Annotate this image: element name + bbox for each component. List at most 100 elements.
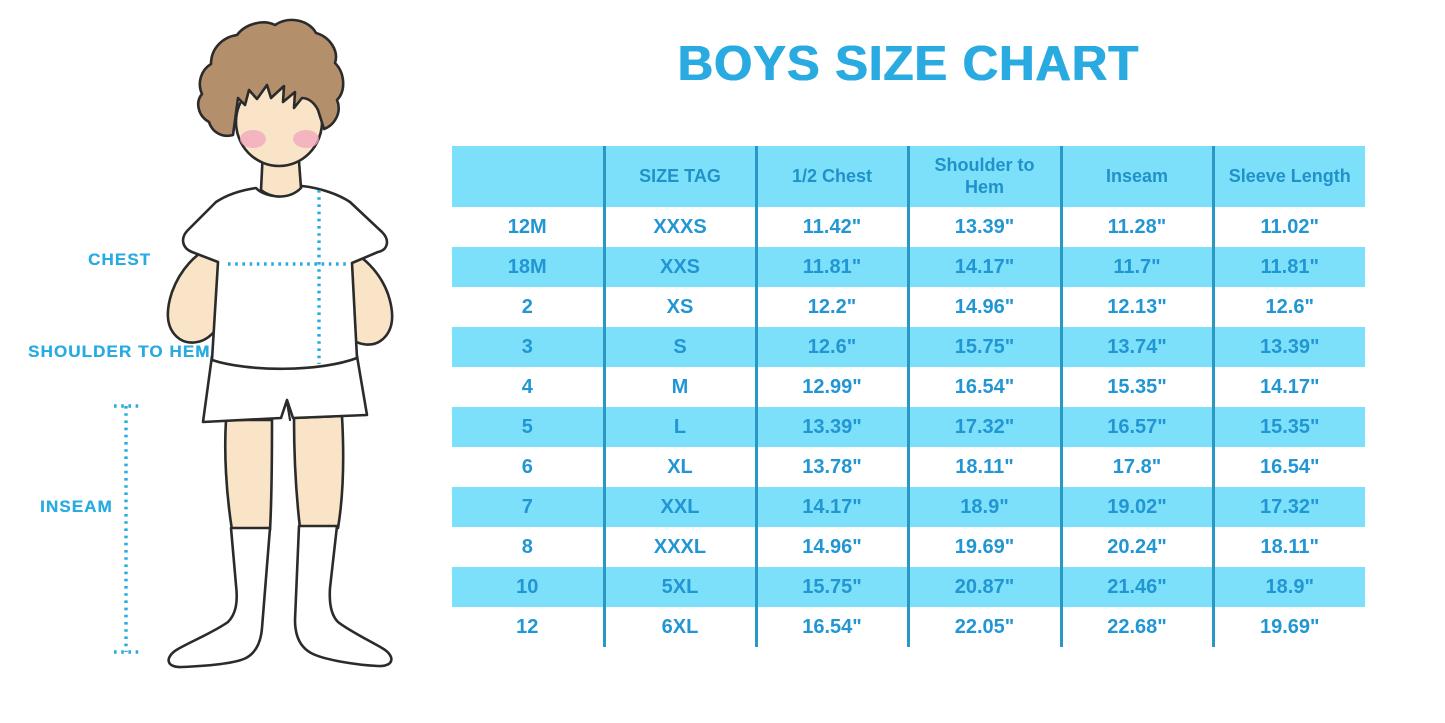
table-cell: 12.2" bbox=[754, 287, 908, 327]
table-cell: 16.57" bbox=[1059, 407, 1213, 447]
table-cell: XXXS bbox=[602, 207, 756, 247]
table-cell: 15.35" bbox=[1059, 367, 1213, 407]
table-cell: 14.17" bbox=[754, 487, 908, 527]
table-cell: XXL bbox=[602, 487, 756, 527]
label-shoulder-to-hem: SHOULDER TO HEM bbox=[28, 342, 211, 361]
table-cell: 18.9" bbox=[1211, 567, 1365, 607]
table-cell: 18M bbox=[452, 247, 604, 287]
table-cell: 16.54" bbox=[754, 607, 908, 647]
table-cell: 5XL bbox=[602, 567, 756, 607]
boy-left-leg bbox=[223, 418, 274, 532]
boy-right-leg bbox=[292, 414, 345, 530]
measurement-figure: CHEST SHOULDER TO HEM INSEAM bbox=[0, 0, 452, 723]
table-cell: 19.69" bbox=[1211, 607, 1365, 647]
table-cell: 22.05" bbox=[906, 607, 1061, 647]
boy-shorts-seam bbox=[285, 400, 292, 422]
table-cell: 11.02" bbox=[1211, 207, 1365, 247]
label-chest: CHEST bbox=[88, 250, 152, 269]
table-cell: 13.39" bbox=[754, 407, 908, 447]
table-cell: 14.96" bbox=[906, 287, 1061, 327]
table-cell: 12.99" bbox=[754, 367, 908, 407]
table-row: 3 S 12.6" 15.75" 13.74" 13.39" bbox=[452, 327, 1365, 367]
table-cell: 12.6" bbox=[754, 327, 908, 367]
table-cell: 7 bbox=[452, 487, 604, 527]
header-row: SIZE TAG 1/2 Chest Shoulder to Hem Inseam Sl… bbox=[452, 146, 1365, 207]
table-cell: 16.54" bbox=[1211, 447, 1365, 487]
table-cell: 13.74" bbox=[1059, 327, 1213, 367]
table-cell: 12.13" bbox=[1059, 287, 1213, 327]
boy-right-sock bbox=[293, 524, 393, 668]
table-cell: 18.11" bbox=[1211, 527, 1365, 567]
label-inseam: INSEAM bbox=[40, 497, 113, 516]
table-cell: 11.42" bbox=[754, 207, 908, 247]
table-cell: 15.75" bbox=[906, 327, 1061, 367]
table-cell: XL bbox=[602, 447, 756, 487]
table-cell: 15.35" bbox=[1211, 407, 1365, 447]
table-cell: 15.75" bbox=[754, 567, 908, 607]
table-cell: 17.32" bbox=[1211, 487, 1365, 527]
column-header-0 bbox=[452, 146, 604, 207]
table-cell: 12 bbox=[516, 615, 539, 638]
table-cell: XS bbox=[602, 287, 756, 327]
table-cell: 13.39" bbox=[906, 207, 1061, 247]
page-title: BOYS SIZE CHART bbox=[677, 37, 1140, 91]
table-cell: 14.17" bbox=[1211, 367, 1365, 407]
table-row: 18M XXS 11.81" 14.17" 11.7" 11.81" bbox=[452, 247, 1365, 287]
table-cell: 19.69" bbox=[906, 527, 1061, 567]
table-cell: 11.81" bbox=[754, 247, 908, 287]
table-cell: L bbox=[602, 407, 756, 447]
table-cell: XXS bbox=[602, 247, 756, 287]
table-cell: 8 bbox=[521, 535, 533, 558]
size-table: SIZE TAG 1/2 Chest Shoulder to Hem Inseam Sl… bbox=[452, 146, 1365, 647]
column-header-5: Sleeve Length bbox=[1211, 146, 1365, 207]
column-header-2: 1/2 Chest bbox=[754, 146, 908, 207]
table-cell: 20.87" bbox=[906, 567, 1061, 607]
table-cell: M bbox=[602, 367, 756, 407]
boy-illustration bbox=[114, 18, 394, 669]
table-cell: XXXL bbox=[602, 527, 756, 567]
table-cell: 12M bbox=[507, 215, 547, 238]
table-cell: 19.02" bbox=[1059, 487, 1213, 527]
table-row: 6 XL 13.78" 18.11" 17.8" 16.54" bbox=[452, 447, 1365, 487]
boy-blush-left bbox=[240, 130, 266, 148]
table-row: 10 5XL 15.75" 20.87" 21.46" 18.9" bbox=[452, 567, 1365, 607]
boy-shirt bbox=[181, 184, 389, 371]
boy-blush-right bbox=[293, 130, 319, 148]
table-row: 2 XS 12.2" 14.96" 12.13" 12.6" bbox=[452, 287, 1365, 327]
column-header-4: Inseam bbox=[1059, 146, 1213, 207]
table-cell: 18.11" bbox=[906, 447, 1061, 487]
table-cell: 13.39" bbox=[1211, 327, 1365, 367]
table-cell: 14.17" bbox=[906, 247, 1061, 287]
table-cell: 22.68" bbox=[1059, 607, 1213, 647]
table-cell: 4 bbox=[521, 375, 533, 398]
table-cell: 20.24" bbox=[1059, 527, 1213, 567]
table-cell: 12.6" bbox=[1211, 287, 1365, 327]
table-row: 8 XXXL 14.96" 19.69" 20.24" 18.11" bbox=[452, 527, 1365, 567]
table-cell: 17.32" bbox=[906, 407, 1061, 447]
table-cell: 10 bbox=[452, 567, 604, 607]
table-cell: S bbox=[602, 327, 756, 367]
table-cell: 2 bbox=[521, 295, 533, 318]
table-cell: 11.7" bbox=[1059, 247, 1213, 287]
table-cell: 6 bbox=[521, 455, 533, 478]
column-header-3: Shoulder to Hem bbox=[906, 146, 1061, 207]
table-row: 12 6XL 16.54" 22.05" 22.68" 19.69" bbox=[452, 607, 1365, 647]
table-cell: 11.28" bbox=[1059, 207, 1213, 247]
table-cell: 18.9" bbox=[906, 487, 1061, 527]
table-cell: 11.81" bbox=[1211, 247, 1365, 287]
column-header-1: SIZE TAG bbox=[602, 146, 756, 207]
size-table-header: SIZE TAG 1/2 Chest Shoulder to Hem Inseam Sl… bbox=[452, 146, 1365, 207]
table-row: 7 XXL 14.17" 18.9" 19.02" 17.32" bbox=[452, 487, 1365, 527]
size-table-body: 12M XXXS 11.42" 13.39" 11.28" 11.02" 18M XXS 11.… bbox=[452, 207, 1365, 647]
table-row: 4 M 12.99" 16.54" 15.35" 14.17" bbox=[452, 367, 1365, 407]
table-cell: 5 bbox=[452, 407, 604, 447]
table-cell: 16.54" bbox=[906, 367, 1061, 407]
boy-left-sock bbox=[167, 526, 272, 669]
table-row: 5 L 13.39" 17.32" 16.57" 15.35" bbox=[452, 407, 1365, 447]
table-cell: 17.8" bbox=[1059, 447, 1213, 487]
table-cell: 3 bbox=[452, 327, 604, 367]
table-row: 12M XXXS 11.42" 13.39" 11.28" 11.02" bbox=[452, 207, 1365, 247]
table-cell: 21.46" bbox=[1059, 567, 1213, 607]
table-cell: 13.78" bbox=[754, 447, 908, 487]
